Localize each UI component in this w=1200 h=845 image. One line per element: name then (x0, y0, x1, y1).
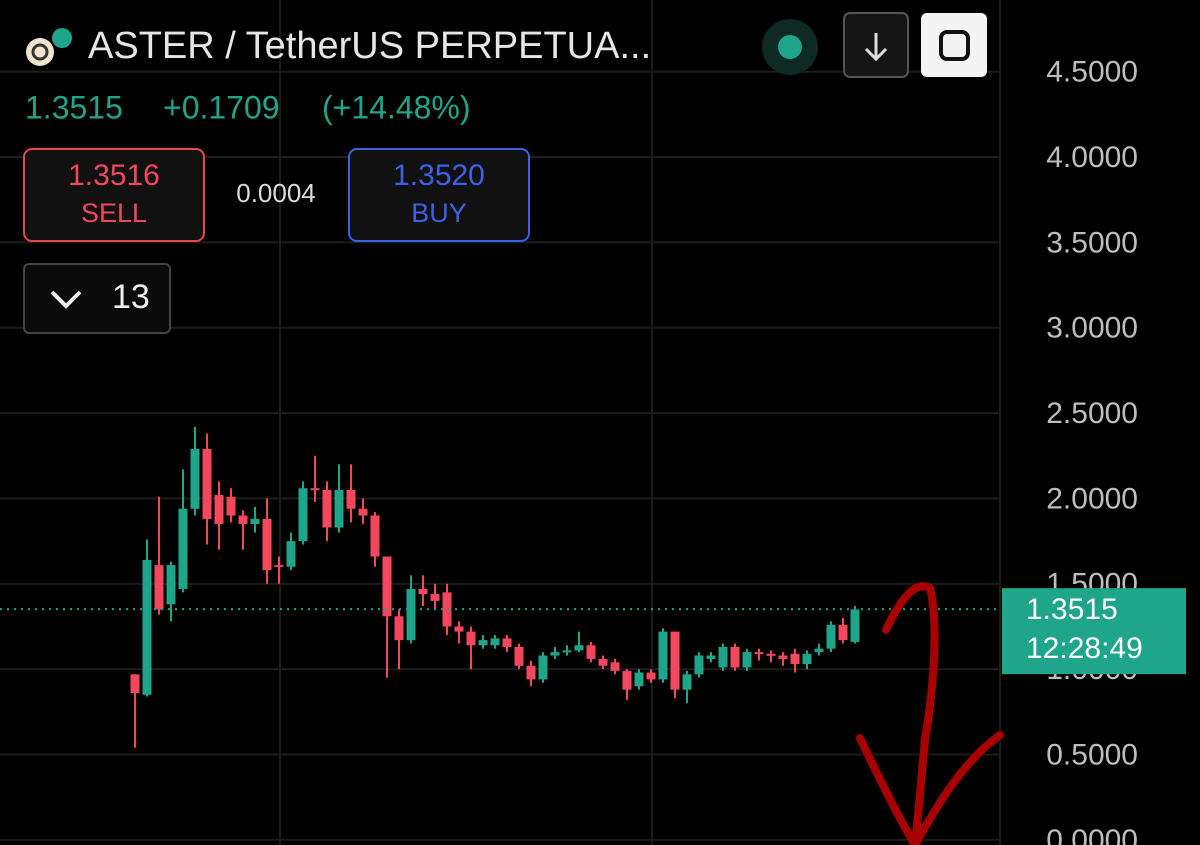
change: +0.1709 (163, 89, 280, 125)
tether-icon (52, 28, 72, 48)
candle-body (778, 655, 788, 659)
candle-body (370, 515, 380, 557)
candle-body (454, 626, 464, 632)
candle-body (274, 565, 284, 568)
candle-body (538, 655, 548, 680)
candle-body (526, 665, 536, 680)
candle-body (550, 652, 560, 656)
candle-body (598, 658, 608, 666)
candle-body (154, 565, 164, 610)
status-dot (778, 35, 802, 59)
sell-label: SELL (81, 198, 147, 228)
sell-button[interactable] (23, 148, 205, 242)
candle-body (754, 652, 764, 655)
candle-body (178, 508, 188, 589)
candle-body (814, 648, 824, 653)
buy-price: 1.3520 (393, 159, 485, 192)
candle-body (742, 652, 752, 668)
candle-body (478, 640, 488, 646)
download-icon (864, 33, 888, 62)
candle-body (490, 638, 500, 646)
candle-body (730, 646, 740, 668)
y-tick-label: 3.0000 (1046, 312, 1138, 345)
y-tick-label: 4.5000 (1046, 56, 1138, 89)
candle-body (826, 624, 836, 649)
candle-body (322, 489, 332, 528)
candle-body (130, 674, 140, 694)
candle-body (406, 588, 416, 641)
candle-body (430, 594, 440, 601)
candle-body (346, 489, 356, 509)
buy-button[interactable] (348, 148, 530, 242)
candle-body (190, 448, 200, 509)
coin-icon-inner (31, 43, 49, 61)
candle-body (610, 662, 620, 671)
candle-body (574, 645, 584, 651)
candle-body (850, 609, 860, 642)
candle-body (682, 674, 692, 690)
candle-body (334, 489, 344, 528)
last-price-label: 1.3515 (1026, 593, 1118, 626)
candle-body (670, 631, 680, 690)
y-tick-label: 0.0000 (1046, 824, 1138, 845)
overlay: 1.3515 12:28:49 (0, 588, 1186, 675)
symbol[interactable]: ASTER / TetherUS PERPETUA... (88, 25, 651, 67)
sell-price: 1.3516 (68, 159, 160, 192)
candle-body (790, 653, 800, 665)
candle-body (718, 646, 728, 668)
candle-body (514, 646, 524, 666)
candle-body (142, 559, 152, 695)
candles (130, 426, 860, 748)
candle-body (298, 488, 308, 542)
candle-body (646, 672, 656, 680)
candle-body (394, 616, 404, 641)
y-tick-label: 4.0000 (1046, 141, 1138, 174)
change-pct: (+14.48%) (322, 89, 471, 125)
candle-body (286, 541, 296, 567)
candle-body (166, 565, 176, 605)
indicators-toggle[interactable] (23, 263, 171, 334)
candle-body (586, 645, 596, 659)
coin-icon (26, 38, 54, 66)
candle-body (802, 653, 812, 665)
candle-body (418, 588, 428, 595)
candle-body (766, 653, 776, 656)
y-tick-label: 2.0000 (1046, 482, 1138, 515)
candle-body (382, 556, 392, 617)
candle-body (634, 672, 644, 687)
candle-body (442, 592, 452, 627)
fullscreen-icon (939, 30, 970, 61)
candle-body (250, 518, 260, 525)
grid: 0.00000.50001.00001.50002.00002.50003.00… (0, 0, 1138, 845)
y-tick-label: 3.5000 (1046, 226, 1138, 259)
candle-body (310, 488, 320, 491)
candle-body (238, 515, 248, 525)
candle-body (214, 495, 224, 525)
annotation-arrow (856, 582, 1004, 845)
candle-body (262, 518, 272, 571)
candle-body (658, 631, 668, 680)
y-tick-label: 0.5000 (1046, 738, 1138, 771)
price: 1.3515 (25, 89, 123, 125)
candle-body (706, 655, 716, 659)
candle-body (694, 655, 704, 675)
candle-body (562, 650, 572, 653)
candle-body (202, 448, 212, 519)
indicator-count: 13 (112, 278, 150, 316)
candle-body (622, 670, 632, 690)
candle-body (838, 624, 848, 641)
candle-body (226, 496, 236, 516)
chevron (50, 290, 82, 309)
countdown: 12:28:49 (1026, 632, 1143, 665)
spread: 0.0004 (236, 178, 316, 208)
y-tick-label: 2.5000 (1046, 397, 1138, 430)
candle-body (358, 508, 368, 516)
last-price-box (1002, 588, 1186, 675)
candle-body (502, 638, 512, 647)
candle-body (466, 631, 476, 646)
fullscreen-button[interactable] (921, 13, 987, 77)
buy-label: BUY (411, 198, 467, 228)
